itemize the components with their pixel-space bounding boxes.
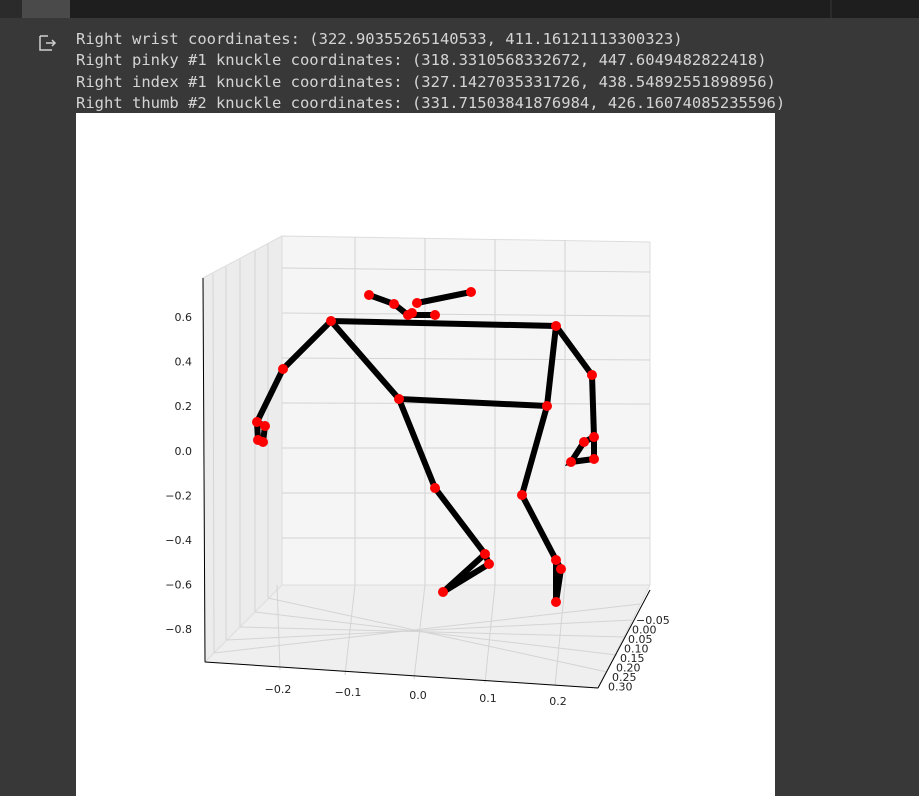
tick-label: 0.2 [549, 695, 567, 708]
output-line: Right index #1 knuckle coordinates: (327… [76, 72, 776, 91]
x-ticks: −0.2 −0.1 0.0 0.1 0.2 [265, 683, 567, 708]
code-cell-bar [0, 0, 919, 18]
axes [202, 277, 651, 689]
tick-label: −0.6 [165, 579, 192, 592]
tick-label: 0.0 [175, 445, 193, 458]
output-text: Right wrist coordinates: (322.9035526514… [76, 29, 785, 114]
z-ticks: 0.6 0.4 0.2 0.0 −0.2 −0.4 −0.6 −0.8 [165, 311, 192, 636]
tick-label: −0.8 [165, 623, 192, 636]
tick-label: −0.2 [265, 683, 292, 696]
tick-label: 0.20 [616, 662, 641, 675]
tick-label: −0.4 [165, 534, 192, 547]
output-line: Right pinky #1 knuckle coordinates: (318… [76, 51, 767, 70]
tick-label: 0.1 [479, 692, 497, 705]
output-icon[interactable] [38, 33, 58, 53]
tick-label: 0.15 [620, 652, 645, 665]
grid [212, 237, 651, 687]
code-editor[interactable] [70, 0, 830, 18]
tick-label: 0.00 [632, 624, 657, 637]
tick-label: −0.05 [636, 614, 670, 627]
output-line: Right wrist coordinates: (322.9035526514… [76, 30, 683, 48]
side-cell [832, 0, 919, 18]
tick-label: 0.6 [175, 311, 193, 324]
tick-label: 0.10 [624, 643, 649, 656]
run-area[interactable] [22, 0, 70, 18]
landmarks [252, 287, 599, 607]
tick-label: −0.1 [335, 686, 362, 699]
y-ticks: −0.050.000.050.100.150.200.250.30 [608, 614, 670, 694]
output-line: Right thumb #2 knuckle coordinates: (331… [76, 93, 786, 112]
tick-label: 0.4 [175, 356, 193, 369]
tick-label: 0.0 [409, 689, 427, 702]
tick-label: 0.25 [612, 671, 637, 684]
tick-label: 0.05 [628, 633, 653, 646]
tick-label: 0.2 [175, 400, 193, 413]
tick-label: −0.2 [165, 489, 192, 502]
tick-label: 0.30 [608, 681, 633, 694]
